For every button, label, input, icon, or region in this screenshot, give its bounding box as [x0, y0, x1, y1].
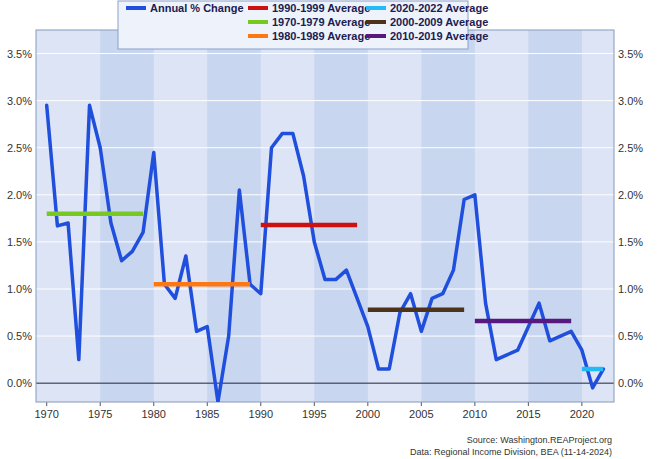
data-source: Data: Regional Income Division, BEA (11-… — [410, 447, 612, 457]
legend-swatch — [248, 20, 268, 24]
x-tick — [314, 402, 315, 406]
grid-line — [36, 288, 614, 289]
legend-label: 1970-1979 Average — [272, 16, 370, 28]
x-tick-label: 2020 — [570, 408, 594, 420]
x-tick-label: 2015 — [516, 408, 540, 420]
y-tick-label: 2.0% — [7, 189, 32, 201]
plot-background — [36, 30, 614, 402]
y-tick-label-right: 1.5% — [618, 236, 643, 248]
legend-label: Annual % Change — [150, 2, 244, 14]
average-line — [582, 367, 603, 372]
legend-label: 1980-1989 Average — [272, 30, 370, 42]
grid-line — [36, 53, 614, 54]
legend-swatch — [248, 6, 268, 10]
band — [314, 30, 368, 402]
x-tick-label: 1970 — [34, 408, 58, 420]
x-tick-label: 1990 — [249, 408, 273, 420]
legend-swatch — [366, 34, 386, 38]
x-tick-label: 2000 — [356, 408, 380, 420]
average-line — [368, 307, 464, 312]
legend-swatch — [366, 6, 386, 10]
x-tick — [581, 402, 582, 406]
average-line — [475, 319, 571, 324]
y-tick-label: 2.5% — [7, 142, 32, 154]
y-tick-label-right: 1.0% — [618, 283, 643, 295]
annual-line — [47, 105, 604, 402]
band — [528, 30, 582, 402]
bands — [100, 30, 582, 402]
y-tick-label-right: 3.5% — [618, 48, 643, 60]
y-tick-label: 0.0% — [7, 377, 32, 389]
grid-line — [36, 147, 614, 148]
x-tick — [207, 402, 208, 406]
legend-label: 2000-2009 Average — [390, 16, 488, 28]
average-line — [47, 211, 143, 216]
x-tick — [100, 402, 101, 406]
band — [421, 30, 475, 402]
y-tick-label-right: 2.0% — [618, 189, 643, 201]
average-line — [261, 223, 357, 228]
source: Source: Washington.REAProject.org — [467, 435, 612, 445]
grid-line — [36, 383, 614, 384]
marks — [47, 105, 604, 402]
y-tick-label: 3.0% — [7, 95, 32, 107]
grid-line — [36, 194, 614, 195]
y-tick-label: 0.5% — [7, 330, 32, 342]
legend-swatch — [126, 6, 146, 10]
x-tick-label: 2005 — [409, 408, 433, 420]
y-tick-label: 1.5% — [7, 236, 32, 248]
grid-line — [36, 336, 614, 337]
x-tick — [474, 402, 475, 406]
legend-label: 1990-1999 Average — [272, 2, 370, 14]
plot-frame — [36, 30, 614, 402]
grid-line — [36, 241, 614, 242]
grid-line — [36, 100, 614, 101]
legend-label: 2020-2022 Average — [390, 2, 488, 14]
y-tick-label-right: 0.0% — [618, 377, 643, 389]
x-tick-label: 1980 — [141, 408, 165, 420]
legend-swatch — [366, 20, 386, 24]
legend-swatch — [248, 34, 268, 38]
y-tick-label: 1.0% — [7, 283, 32, 295]
x-tick-label: 1985 — [195, 408, 219, 420]
legend: Annual % Change 1990-1999 Average 2020-202… — [118, 1, 488, 49]
legend-label: 2010-2019 Average — [390, 30, 488, 42]
x-tick — [367, 402, 368, 406]
x-tick-label: 2010 — [463, 408, 487, 420]
x-tick — [153, 402, 154, 406]
x-tick — [528, 402, 529, 406]
y-tick-label-right: 0.5% — [618, 330, 643, 342]
x-tick — [260, 402, 261, 406]
average-line — [154, 282, 250, 287]
x-tick-label: 1995 — [302, 408, 326, 420]
x-tick — [46, 402, 47, 406]
x-tick — [421, 402, 422, 406]
y-tick-label-right: 2.5% — [618, 142, 643, 154]
chart: 0.0% 0.0% 0.5% 0.5% 1.0% 1.0% 1.5% 1.5% 2.0% 2.0%… — [0, 0, 657, 459]
band — [207, 30, 261, 402]
x-tick-label: 1975 — [88, 408, 112, 420]
y-tick-label: 3.5% — [7, 48, 32, 60]
y-tick-label-right: 3.0% — [618, 95, 643, 107]
